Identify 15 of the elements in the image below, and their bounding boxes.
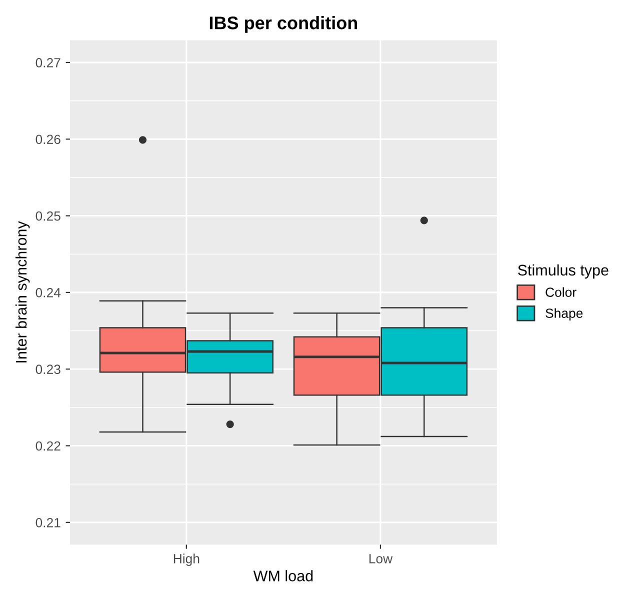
y-tick-label: 0.24 [36,288,61,298]
x-tick-label: High [174,554,200,566]
y-tick-label: 0.27 [36,58,60,68]
y-tick-label: 0.22 [36,441,60,451]
y-tick-label: 0.21 [36,518,60,528]
chart-title: IBS per condition [210,16,358,33]
y-axis-title: Inter brain synchrony [15,221,30,362]
y-tick-label: 0.25 [36,211,60,221]
legend-label: Shape [546,308,583,321]
x-axis-title: WM load [253,570,313,582]
y-tick-label: 0.23 [36,364,60,374]
x-tick-label: Low [369,554,393,564]
y-tick-label: 0.26 [36,134,60,144]
legend-label: Color [546,287,576,297]
legend-title: Stimulus type [518,264,608,279]
